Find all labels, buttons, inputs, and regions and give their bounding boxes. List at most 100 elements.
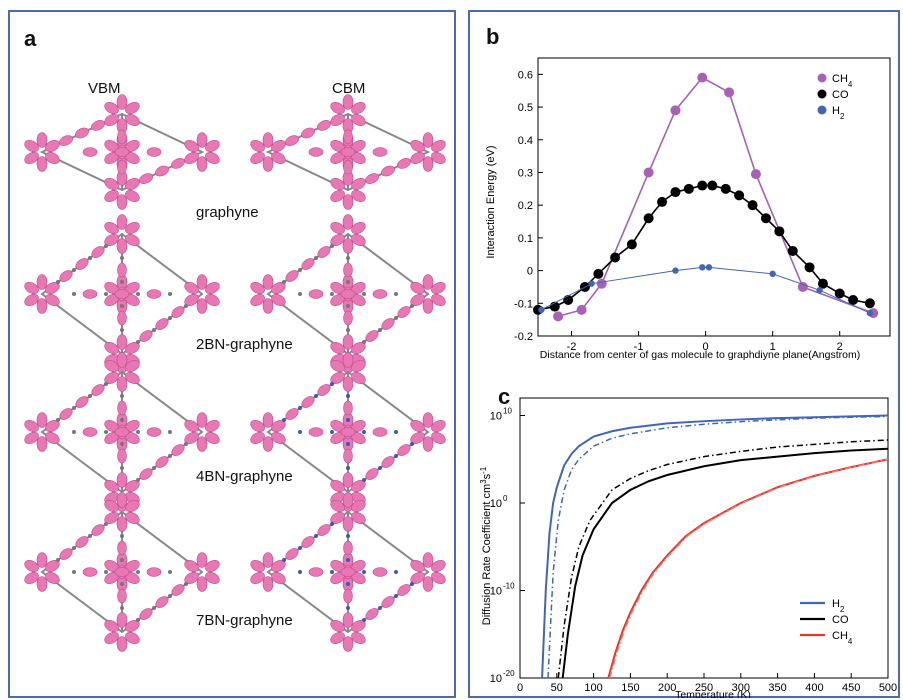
orbital-lobe <box>342 516 354 532</box>
orbital-lobe <box>125 221 140 235</box>
orbital-lobe <box>397 584 411 596</box>
chart-b-ytick-label: 0.4 <box>518 135 533 147</box>
orbital-structures-figure <box>24 94 446 652</box>
chart-b-ytick-label: -0.2 <box>514 331 533 343</box>
orbital-lobe <box>196 552 208 568</box>
orbital-lobe <box>271 559 286 573</box>
orbital-lobe <box>343 159 353 175</box>
chart-b-point-h2 <box>588 280 595 287</box>
chart-b-point-ch4 <box>750 169 761 180</box>
orbital-lobe <box>125 631 140 645</box>
orbital-lobe <box>431 431 446 445</box>
orbital-lobe <box>184 151 199 165</box>
atom <box>298 406 302 410</box>
orbital-lobe <box>330 371 345 385</box>
hexagon-ring <box>417 563 439 581</box>
chart-c-legend-ch4: CH4 <box>832 630 853 646</box>
chart-c-series-h2dashdot-line <box>547 415 889 679</box>
hexagon-ring <box>111 623 133 641</box>
orbital-lobe <box>24 281 39 295</box>
orbital-lobe <box>317 246 331 258</box>
atom <box>168 292 172 296</box>
orbital-lobe <box>301 127 315 139</box>
orbital-lobe <box>342 94 354 110</box>
orbital-lobe <box>365 330 379 342</box>
orbital-lobe <box>184 571 199 585</box>
chart-b-xtick-label: -2 <box>567 341 577 353</box>
atom <box>346 256 350 260</box>
atom <box>362 478 366 482</box>
chart-c-series-co-line <box>561 447 889 679</box>
chart-b-point-co <box>804 262 815 273</box>
chart-b-point-h2 <box>699 264 706 271</box>
orbital-lobe <box>343 262 353 278</box>
orbital-lobe <box>116 352 128 368</box>
chart-b-point-ch4 <box>697 72 708 83</box>
orbital-lobe <box>342 612 354 628</box>
chart-c-ytick-exponent: 10 <box>503 407 512 416</box>
orbital-lobe <box>45 431 60 445</box>
hexagon-ring <box>31 285 53 303</box>
atom <box>152 466 156 470</box>
chart-b-point-co <box>747 200 758 211</box>
orbital-lobe <box>155 318 169 330</box>
chart-b-point-co <box>657 196 668 207</box>
chart-c-series-codashdot-line <box>557 439 889 679</box>
hexagon-ring <box>111 563 133 581</box>
orbital-lobe <box>146 147 162 157</box>
chart-b-frame <box>537 57 891 337</box>
orbital-lobe <box>365 173 379 184</box>
orbital-lobe <box>82 427 98 437</box>
orbital-lobe <box>24 151 39 165</box>
orbital-lobe <box>308 427 324 437</box>
chart-b-xlabel: Distance from center of gas molecule to … <box>540 349 860 361</box>
panel-c-label: c <box>498 384 511 409</box>
atom <box>168 454 172 458</box>
atom <box>120 418 124 422</box>
orbital-lobe <box>317 524 331 536</box>
orbital-lobe <box>24 293 39 307</box>
orbital-lobe <box>343 540 353 556</box>
orbital-lobe <box>271 571 286 585</box>
hexagon-ring <box>337 503 359 521</box>
chart-b-point-h2 <box>866 309 874 317</box>
orbital-lobe <box>117 400 127 416</box>
orbital-lobe <box>330 189 345 203</box>
atom <box>298 570 302 574</box>
chart-b-ytick-label: 0.1 <box>518 233 533 245</box>
atom <box>72 430 76 434</box>
orbital-lobe <box>125 479 140 493</box>
orbital-lobe <box>410 293 425 307</box>
orbital-lobe <box>431 571 446 585</box>
orbital-lobe <box>171 584 185 596</box>
atom <box>152 328 156 332</box>
orbital-lobe <box>410 419 425 433</box>
hexagon-ring <box>31 423 53 441</box>
atom <box>120 606 124 610</box>
atom <box>136 430 140 434</box>
orbital-lobe <box>91 246 105 258</box>
orbital-lobe <box>250 431 265 445</box>
chart-c-ytick-exponent: 0 <box>503 494 508 503</box>
orbital-lobe <box>24 139 39 153</box>
orbital-lobe <box>116 472 128 488</box>
atom <box>184 304 188 308</box>
orbital-lobe <box>36 132 48 148</box>
chart-b-point-ch4 <box>670 105 681 116</box>
orbital-lobe <box>59 548 73 560</box>
orbital-lobe <box>317 384 331 396</box>
orbital-lobe <box>351 233 366 247</box>
orbital-lobe <box>431 151 446 165</box>
structure-label-4bn-graphyne: 4BN-graphyne <box>196 468 293 485</box>
hexagon-ring <box>337 563 359 581</box>
orbital-lobe <box>91 120 105 131</box>
orbital-lobe <box>301 536 315 548</box>
orbital-lobe <box>36 576 48 592</box>
orbital-lobe <box>330 499 345 513</box>
orbital-lobe <box>104 479 119 493</box>
orbital-lobe <box>410 571 425 585</box>
orbital-lobe <box>381 318 395 330</box>
chart-b-point-co <box>610 252 621 263</box>
orbital-lobe <box>431 419 446 433</box>
orbital-lobe <box>262 156 274 172</box>
